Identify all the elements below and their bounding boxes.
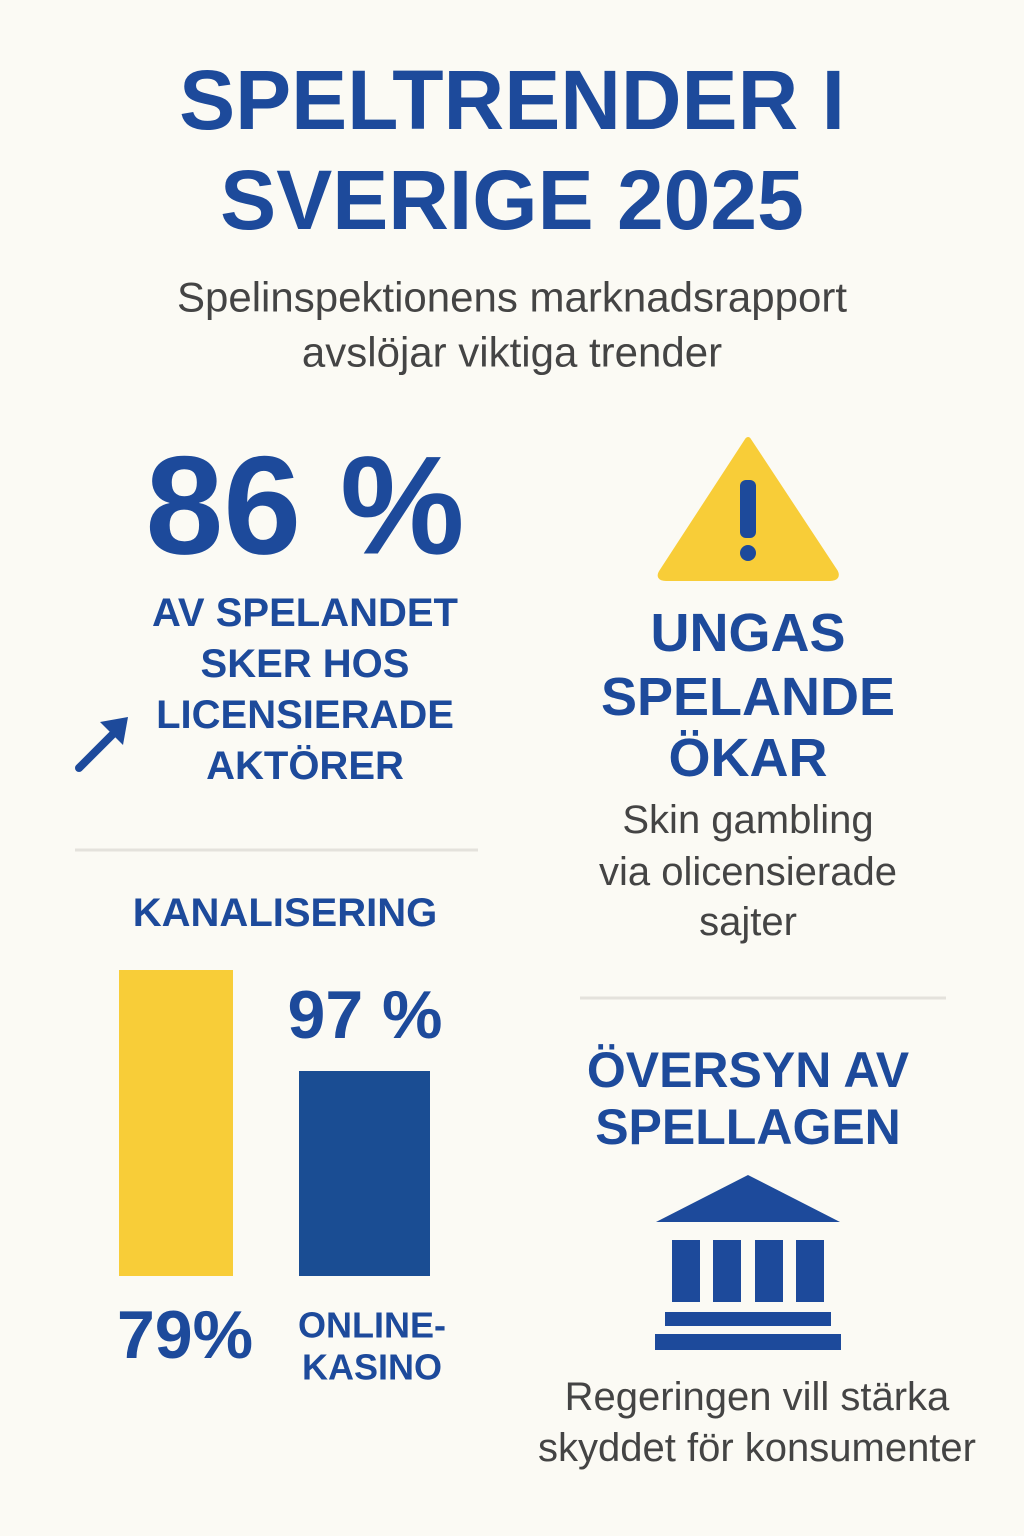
section-text: Regeringen vill stärka <box>565 1375 950 1419</box>
section-title: UNGAS <box>650 603 845 663</box>
section-title: ÖVERSYN AV <box>587 1042 910 1098</box>
bar-label: KASINO <box>302 1347 442 1388</box>
stat-text: LICENSIERADE <box>156 693 454 737</box>
section-text: Skin gambling <box>622 798 873 842</box>
section-title: KANALISERING <box>133 891 437 935</box>
section-text: skyddet för konsumenter <box>538 1426 976 1470</box>
warning-icon <box>657 437 839 581</box>
building-icon <box>655 1175 841 1350</box>
section-text: via olicensierade <box>599 850 897 894</box>
stat-text: AKTÖRER <box>206 743 404 788</box>
title: SPELTRENDER I <box>179 53 845 147</box>
bar-value: 79% <box>117 1297 253 1373</box>
section-title: ÖKAR <box>669 728 828 788</box>
title: SVERIGE 2025 <box>220 153 804 247</box>
stat-text: AV SPELANDET <box>152 591 458 635</box>
bar-label: ONLINE- <box>298 1305 446 1346</box>
bar-value: 97 % <box>288 977 443 1053</box>
stat-text: SKER HOS <box>201 642 410 686</box>
bar <box>299 1071 430 1276</box>
bar <box>119 970 233 1276</box>
section-title: SPELANDE <box>601 667 895 727</box>
subtitle: Spelinspektionens marknadsrapport <box>177 274 847 321</box>
subtitle: avslöjar viktiga trender <box>302 329 722 376</box>
section-text: sajter <box>699 900 797 944</box>
section-title: SPELLAGEN <box>595 1099 901 1155</box>
stat: 86 % <box>145 427 464 584</box>
arrow-icon <box>75 717 128 772</box>
